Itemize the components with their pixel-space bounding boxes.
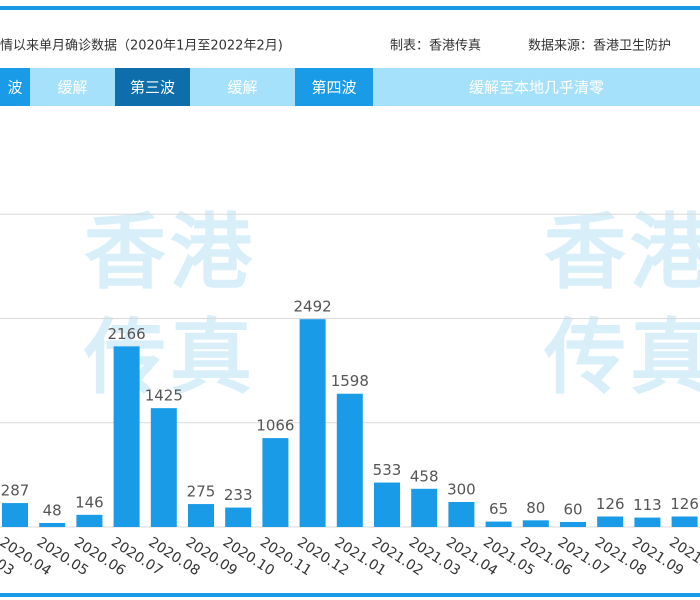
bar [560,521,586,527]
value-label: 2166 [108,325,146,343]
value-label: 233 [224,486,253,504]
bar [671,516,698,527]
bar [225,507,252,527]
value-label: 1598 [331,372,369,390]
wave-label: 缓解 [227,79,257,97]
bar [299,319,326,527]
header-source: 数据来源：香港卫生防护 [528,38,671,54]
bar [113,346,140,527]
value-label: 1066 [256,417,294,435]
bar [411,488,438,527]
value-label: 300 [447,480,476,498]
wave-segment [115,68,190,106]
value-label: 275 [187,483,216,501]
bottom-rule [0,593,700,597]
wave-segment [190,68,295,106]
bar [448,501,475,527]
wave-label: 波 [7,79,22,97]
value-label: 80 [526,499,545,517]
bar [374,482,400,527]
watermark: 传真 [543,310,700,405]
bar [262,438,289,527]
value-label: 126 [670,495,699,513]
value-label: 146 [75,493,104,511]
wave-label: 第三波 [130,79,175,97]
wave-segment [0,68,30,106]
value-label: 48 [43,501,62,519]
bar [2,503,28,527]
wave-label: 第四波 [311,79,356,97]
value-label: 458 [410,467,439,485]
value-label: 60 [563,500,582,518]
value-label: 126 [596,495,625,513]
watermark: 香港 [544,205,700,300]
wave-segment [373,68,700,106]
bar [522,520,549,527]
header-title: 情以来单月确诊数据（2020年1月至2022年2月) [0,39,283,54]
watermark: 传真 [83,310,256,405]
value-label: 533 [373,461,402,479]
wave-label: 缓解 [57,79,87,97]
bar [150,408,177,527]
wave-segment [295,68,373,106]
value-label: 2492 [294,298,332,316]
watermark: 香港 [84,205,256,300]
value-label: 1425 [145,387,183,405]
bar [485,521,512,527]
value-label: 287 [1,482,30,500]
top-rule [0,6,700,10]
wave-segment [30,68,115,106]
bar [597,516,624,527]
bar [39,522,66,527]
bar [336,393,363,527]
bar [634,517,661,527]
header-maker: 制表：香港传真 [390,39,481,54]
bar [76,514,103,527]
value-label: 113 [633,496,662,514]
bar [188,504,214,527]
value-label: 65 [489,500,508,518]
wave-label: 缓解至本地几乎清零 [469,79,604,97]
